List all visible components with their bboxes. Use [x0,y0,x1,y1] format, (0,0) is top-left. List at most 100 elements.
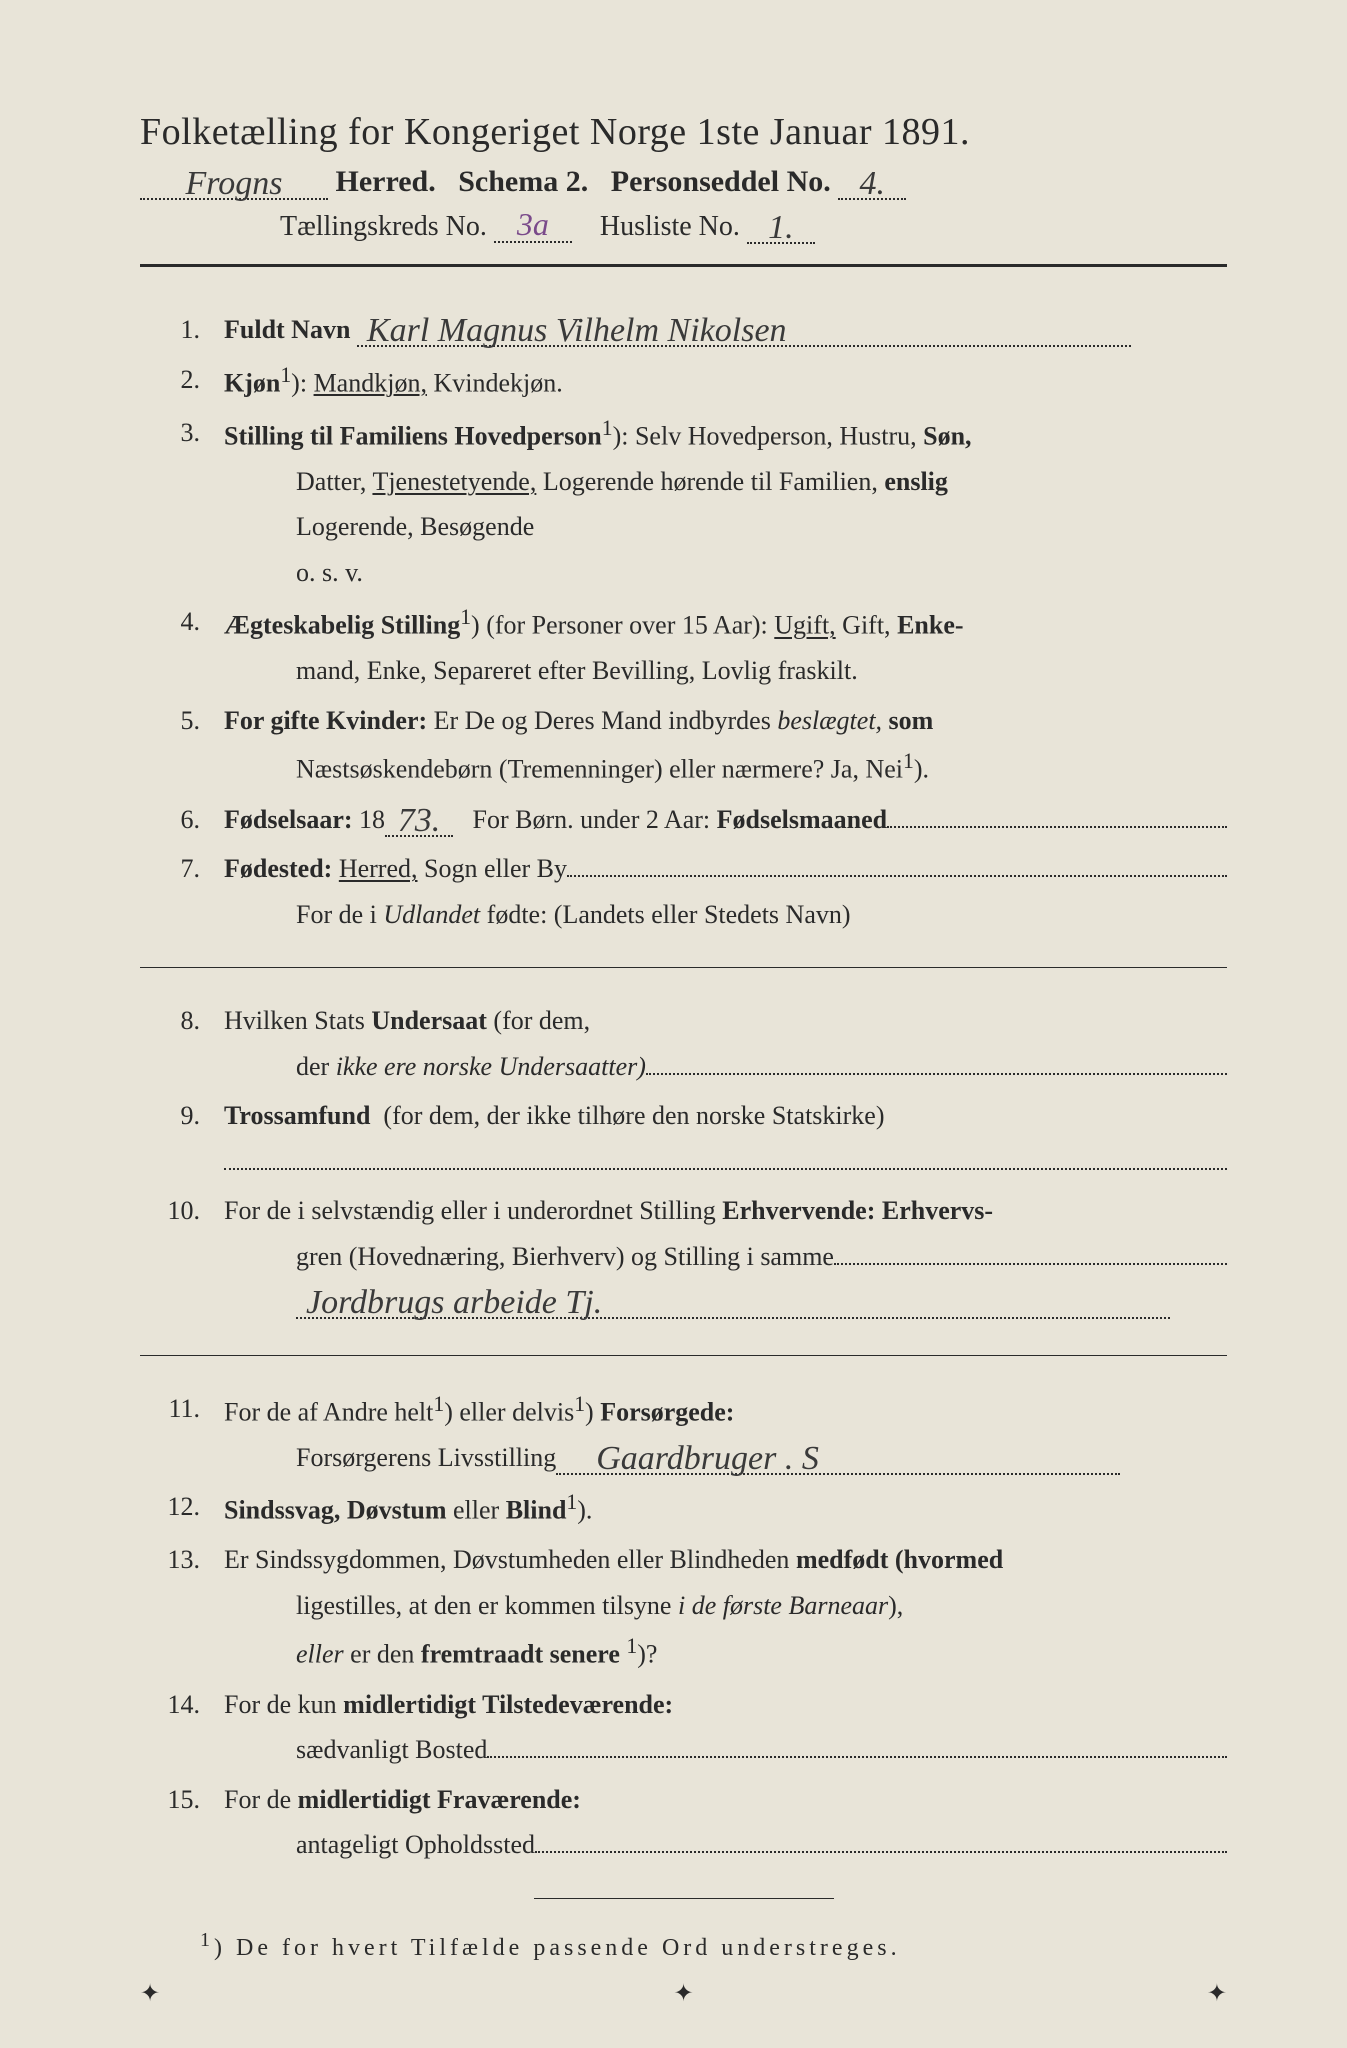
q7-num: 7. [140,846,224,937]
question-7: 7. Fødested: Herred, Sogn eller By For d… [140,846,1227,937]
q5-label: For gifte Kvinder: [224,706,427,735]
q11-sup2: 1 [574,1392,585,1416]
q14-num: 14. [140,1682,224,1773]
q4-paren: (for Personer over 15 Aar): [486,611,768,640]
q8-text1: Hvilken Stats [224,1006,365,1035]
q1-value: Karl Magnus Vilhelm Nikolsen [367,312,787,349]
q9-bold1: Trossamfund [224,1101,370,1130]
question-11: 11. For de af Andre helt1) eller delvis1… [140,1386,1227,1481]
question-15: 15. For de midlertidigt Fraværende: anta… [140,1777,1227,1868]
q4-line2: mand, Enke, Separeret efter Bevilling, L… [224,648,1227,694]
question-14: 14. For de kun midlertidigt Tilstedevære… [140,1682,1227,1773]
header-line-2: Tællingskreds No. 3a Husliste No. 1. [280,208,1227,244]
q13-num: 13. [140,1537,224,1677]
q3-num: 3. [140,410,224,596]
q5-num: 5. [140,698,224,793]
q3-sup: 1 [602,416,613,440]
q3-bold2: enslig [884,467,948,496]
question-1: 1. Fuldt Navn Karl Magnus Vilhelm Nikols… [140,307,1227,353]
footnote: 1) De for hvert Tilfælde passende Ord un… [200,1929,1227,1962]
q13-line2b: ), [888,1591,903,1620]
q8-num: 8. [140,998,224,1089]
q5-bold1: som [889,706,934,735]
q6-num: 6. [140,797,224,843]
herred-label: Herred. [336,165,436,198]
q2-num: 2. [140,357,224,406]
q14-line2: sædvanligt Bosted [296,1727,487,1773]
q1-num: 1. [140,307,224,353]
q5-text1: Er De og Deres Mand indbyrdes [434,706,771,735]
q3-line4: o. s. v. [224,550,1227,596]
section-rule-2 [140,1355,1227,1356]
corner-mark-center: ✦ [674,1979,694,2008]
corner-mark-left: ✦ [140,1979,160,2008]
corner-mark-right: ✦ [1207,1979,1227,2008]
q2-label: Kjøn [224,368,280,397]
question-5: 5. For gifte Kvinder: Er De og Deres Man… [140,698,1227,793]
q7-label: Fødested: [224,846,332,892]
question-13: 13. Er Sindssygdommen, Døvstumheden elle… [140,1537,1227,1677]
schema-label: Schema 2. [458,165,588,198]
q4-label: Ægteskabelig Stilling [224,611,460,640]
q3-line3: Logerende, Besøgende [224,504,1227,550]
header-rule [140,264,1227,267]
q11-value: Gaardbruger . S [596,1440,819,1477]
q8-text2: (for dem, [493,1006,590,1035]
q6-prefix: 18 [359,797,385,843]
q8-i2: ikke ere norske Undersaatter) [336,1044,646,1090]
q8-line2: der [296,1044,329,1090]
q11-num: 11. [140,1386,224,1481]
q14-bold1: midlertidigt Tilstedeværende: [343,1690,673,1719]
q6-label: Fødselsaar: [224,797,353,843]
husliste-label: Husliste No. [600,211,740,242]
section-rule-1 [140,967,1227,968]
q14-text1: For de kun [224,1690,337,1719]
q11-line2: Forsørgerens Livsstilling [296,1435,556,1481]
q11-text1: For de af Andre helt [224,1397,433,1426]
q13-line2a: ligestilles, at den er kommen tilsyne [296,1591,671,1620]
q2-opt2: Kvindekjøn. [433,368,562,397]
q13-sup: 1 [626,1634,637,1658]
q3-bold1: Søn, [923,421,971,450]
q6-bold2: Fødselsmaaned [717,797,887,843]
q7-u1: Herred, [339,846,418,892]
husliste-value: 1. [768,209,794,246]
census-form-page: Folketælling for Kongeriget Norge 1ste J… [0,0,1347,2048]
footnote-rule [534,1898,834,1899]
q13-line3b: er den [350,1640,414,1669]
question-12: 12. Sindssvag, Døvstum eller Blind1). [140,1484,1227,1533]
q1-label: Fuldt Navn [224,315,350,344]
kreds-value: 3a [517,206,549,242]
q10-value: Jordbrugs arbeide Tj. [306,1284,602,1321]
q10-line2: gren (Hovednæring, Bierhverv) og Stillin… [296,1234,834,1280]
q13-bold1: medfødt (hvormed [796,1545,1003,1574]
q5-sup: 1 [903,749,914,773]
q12-sup: 1 [566,1490,577,1514]
q8-bold1: Undersaat [371,1006,487,1035]
page-title: Folketælling for Kongeriget Norge 1ste J… [140,110,1227,154]
q5-line2: Næstsøskendebørn (Tremenninger) eller næ… [296,755,903,784]
q3-line2a: Datter, [296,467,366,496]
q7-line2a: For de i [296,900,377,929]
q6-value: 73. [398,802,441,839]
footnote-sup: 1 [200,1929,214,1951]
footnote-text: De for hvert Tilfælde passende Ord under… [236,1935,901,1961]
q3-u2: Tjenestetyende, [372,467,536,496]
q15-num: 15. [140,1777,224,1868]
q13-line3ai: eller [296,1640,344,1669]
q4-num: 4. [140,599,224,694]
kreds-label: Tællingskreds No. [280,211,487,242]
question-9: 9. Trossamfund (for dem, der ikke tilhør… [140,1093,1227,1184]
q3-text1: Selv Hovedperson, Hustru, [635,421,917,450]
q15-text1: For de [224,1785,291,1814]
personseddel-label: Personseddel No. [611,165,831,198]
q4-u1: Ugift, [774,611,835,640]
question-6: 6. Fødselsaar: 18 73. For Børn. under 2 A… [140,797,1227,843]
q7-text1: Sogn eller By [424,846,567,892]
question-2: 2. Kjøn1): Mandkjøn, Kvindekjøn. [140,357,1227,406]
q15-line2: antageligt Opholdssted [296,1822,535,1868]
q6-text2: For Børn. under 2 Aar: [473,797,711,843]
q13-text1: Er Sindssygdommen, Døvstumheden eller Bl… [224,1545,789,1574]
q13-bold3: fremtraadt senere [421,1640,620,1669]
header-line-1: Frogns Herred. Schema 2. Personseddel No… [140,164,1227,200]
